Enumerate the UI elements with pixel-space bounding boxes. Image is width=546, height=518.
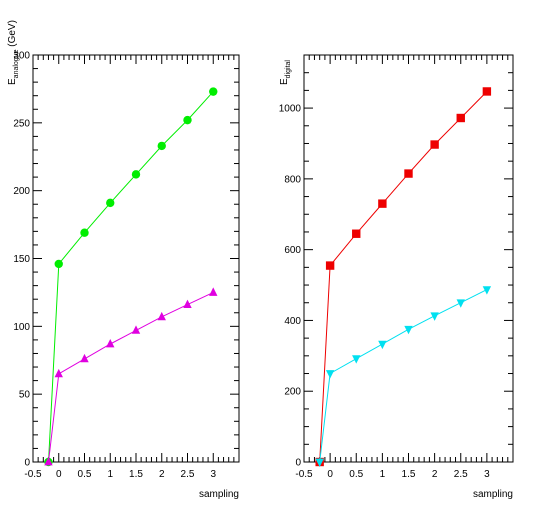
series-1	[315, 286, 492, 467]
data-point	[430, 140, 439, 149]
x-tick-label: 3	[210, 469, 216, 480]
y-tick-label: 100	[13, 322, 30, 333]
y-tick-label: 400	[284, 316, 301, 327]
series-1	[44, 287, 218, 466]
x-axis-title: sampling	[199, 489, 239, 500]
analogue-energy-plot: -0.5 0 0.5 1 1.5 2 2.5 3050100150200250300sampl…	[7, 20, 240, 500]
series-line	[48, 291, 214, 463]
y-axis-title: Eanalogue (GeV)	[7, 20, 20, 85]
x-tick-label: 0.5	[349, 469, 363, 480]
series-line	[48, 91, 214, 463]
x-tick-label: 2	[159, 469, 165, 480]
y-tick-label: 300	[13, 51, 30, 62]
y-tick-label: 200	[13, 186, 30, 197]
data-point	[44, 457, 53, 466]
series-line	[319, 289, 488, 463]
x-tick-label: 2.5	[181, 469, 195, 480]
data-point	[378, 340, 387, 350]
y-tick-label: 1000	[279, 104, 302, 115]
data-point	[131, 170, 141, 179]
data-point	[315, 458, 324, 467]
data-point	[54, 368, 63, 378]
x-tick-label: 2.5	[454, 469, 468, 480]
series-0	[44, 87, 218, 467]
y-tick-label: 150	[13, 254, 30, 265]
series-line	[319, 91, 488, 463]
data-point	[54, 259, 63, 269]
data-point	[352, 229, 361, 238]
data-point	[157, 311, 166, 321]
data-point	[183, 299, 192, 309]
data-point	[209, 87, 218, 96]
x-tick-label: 0	[56, 469, 62, 480]
x-tick-label: 3	[484, 469, 490, 480]
data-point	[183, 115, 192, 125]
plot-frame	[32, 54, 240, 463]
data-point	[131, 325, 141, 334]
x-tick-label: 1.5	[402, 469, 416, 480]
y-tick-label: 0	[295, 458, 301, 469]
data-point	[106, 338, 115, 348]
data-point	[456, 113, 465, 123]
x-tick-label: -0.5	[24, 469, 42, 480]
x-tick-label: 1	[380, 469, 386, 480]
y-tick-label: 800	[284, 174, 301, 185]
data-point	[80, 353, 89, 363]
x-tick-label: 1	[107, 469, 113, 480]
data-point	[404, 325, 413, 335]
data-point	[80, 228, 89, 237]
x-tick-label: 0.5	[78, 469, 92, 480]
y-tick-label: 50	[19, 390, 31, 401]
data-point	[430, 312, 439, 321]
y-tick-label: 600	[284, 245, 301, 256]
series-0	[315, 87, 492, 467]
data-point	[325, 261, 335, 270]
data-point	[209, 287, 218, 296]
x-tick-label: 0	[327, 469, 333, 480]
y-axis-title: Edigital	[279, 60, 292, 85]
data-point	[325, 370, 335, 379]
data-point	[482, 87, 492, 96]
data-point	[482, 286, 492, 295]
x-tick-label: -0.5	[295, 469, 313, 480]
data-point	[456, 299, 465, 308]
x-axis-title: sampling	[473, 489, 513, 500]
digital-energy-plot: -0.5 0 0.5 1 1.5 2 2.5 302004006008001000sampli…	[279, 54, 514, 500]
x-tick-label: 2	[432, 469, 438, 480]
data-point	[404, 169, 413, 178]
data-point	[106, 198, 115, 208]
y-tick-label: 200	[284, 387, 301, 398]
data-point	[352, 355, 361, 364]
data-point	[157, 141, 166, 151]
y-tick-label: 250	[13, 118, 30, 129]
data-point	[378, 199, 387, 208]
x-tick-label: 1.5	[129, 469, 143, 480]
y-tick-label: 0	[24, 458, 30, 469]
